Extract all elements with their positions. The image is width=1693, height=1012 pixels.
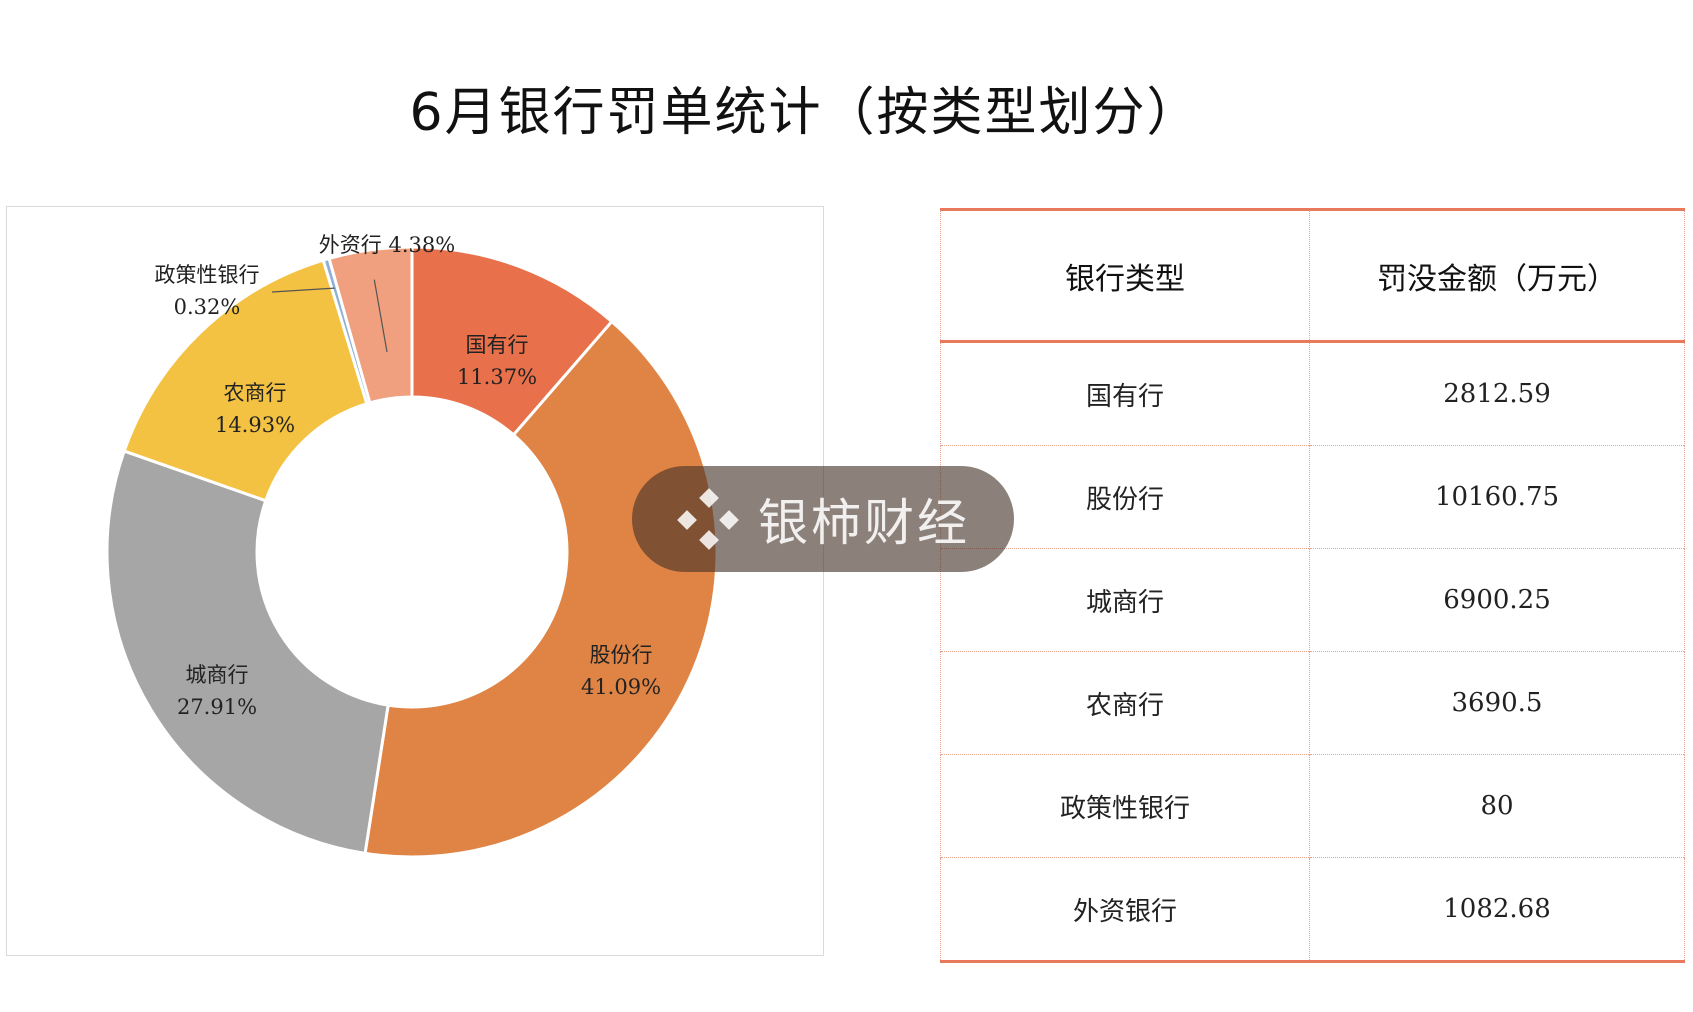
- donut-slice: [327, 245, 414, 405]
- cell-bank-type: 外资银行: [940, 857, 1310, 962]
- fine-table-panel: 银行类型 罚没金额（万元） 国有行 2812.59 股份行 10160.75 城…: [940, 208, 1685, 963]
- cell-bank-type: 农商行: [940, 651, 1310, 755]
- slice-label-name: 国有行: [466, 333, 529, 357]
- cell-fine-amount: 1082.68: [1309, 857, 1685, 962]
- page-title: 6月银行罚单统计（按类型划分）: [409, 83, 1201, 143]
- cell-fine-amount: 2812.59: [1309, 341, 1685, 446]
- cell-bank-type: 政策性银行: [940, 754, 1310, 858]
- cell-fine-amount: 80: [1309, 754, 1685, 858]
- diamond-logo-icon: [677, 488, 739, 550]
- table-row: 外资银行 1082.68: [940, 857, 1685, 962]
- slice-label: 外资行 4.38%: [319, 233, 455, 257]
- table-row: 国有行 2812.59: [940, 341, 1685, 446]
- table-row: 城商行 6900.25: [940, 548, 1685, 652]
- slice-label-value: 41.09%: [581, 675, 661, 699]
- cell-fine-amount: 3690.5: [1309, 651, 1685, 755]
- donut-chart-panel: 国有行 11.37% 股份行 41.09% 城商行 27.91% 农商行 14.93% 政策性银…: [6, 206, 824, 956]
- donut-slice: [363, 319, 719, 859]
- donut-chart: 国有行 11.37% 股份行 41.09% 城商行 27.91% 农商行 14.93% 政策性银…: [105, 233, 719, 859]
- donut-slice: [122, 258, 369, 503]
- column-header-bank-type: 银行类型: [940, 209, 1310, 343]
- cell-bank-type: 城商行: [940, 548, 1310, 652]
- watermark-badge: 银柿财经: [632, 466, 1014, 572]
- table-row: 政策性银行 80: [940, 754, 1685, 858]
- slice-label-name: 农商行: [224, 381, 287, 405]
- donut-slice: [105, 449, 390, 856]
- slice-label-name: 股份行: [590, 643, 653, 667]
- leader-line: [271, 287, 335, 293]
- watermark-text: 银柿财经: [758, 494, 970, 552]
- slice-label-value: 0.32%: [174, 295, 241, 319]
- slice-label-value: 11.37%: [457, 365, 537, 389]
- cell-fine-amount: 10160.75: [1309, 445, 1685, 549]
- cell-fine-amount: 6900.25: [1309, 548, 1685, 652]
- table-header-row: 银行类型 罚没金额（万元）: [940, 209, 1685, 343]
- table-row: 股份行 10160.75: [940, 445, 1685, 549]
- slice-label-value: 27.91%: [177, 695, 257, 719]
- cell-bank-type: 国有行: [940, 341, 1310, 446]
- slice-label-name: 城商行: [186, 663, 249, 687]
- fine-table: 银行类型 罚没金额（万元） 国有行 2812.59 股份行 10160.75 城…: [940, 208, 1685, 963]
- leader-line: [373, 279, 388, 353]
- table-row: 农商行 3690.5: [940, 651, 1685, 755]
- slice-label-value: 14.93%: [215, 413, 295, 437]
- column-header-fine-amount: 罚没金额（万元）: [1309, 209, 1685, 343]
- slice-label-name: 政策性银行: [155, 263, 260, 287]
